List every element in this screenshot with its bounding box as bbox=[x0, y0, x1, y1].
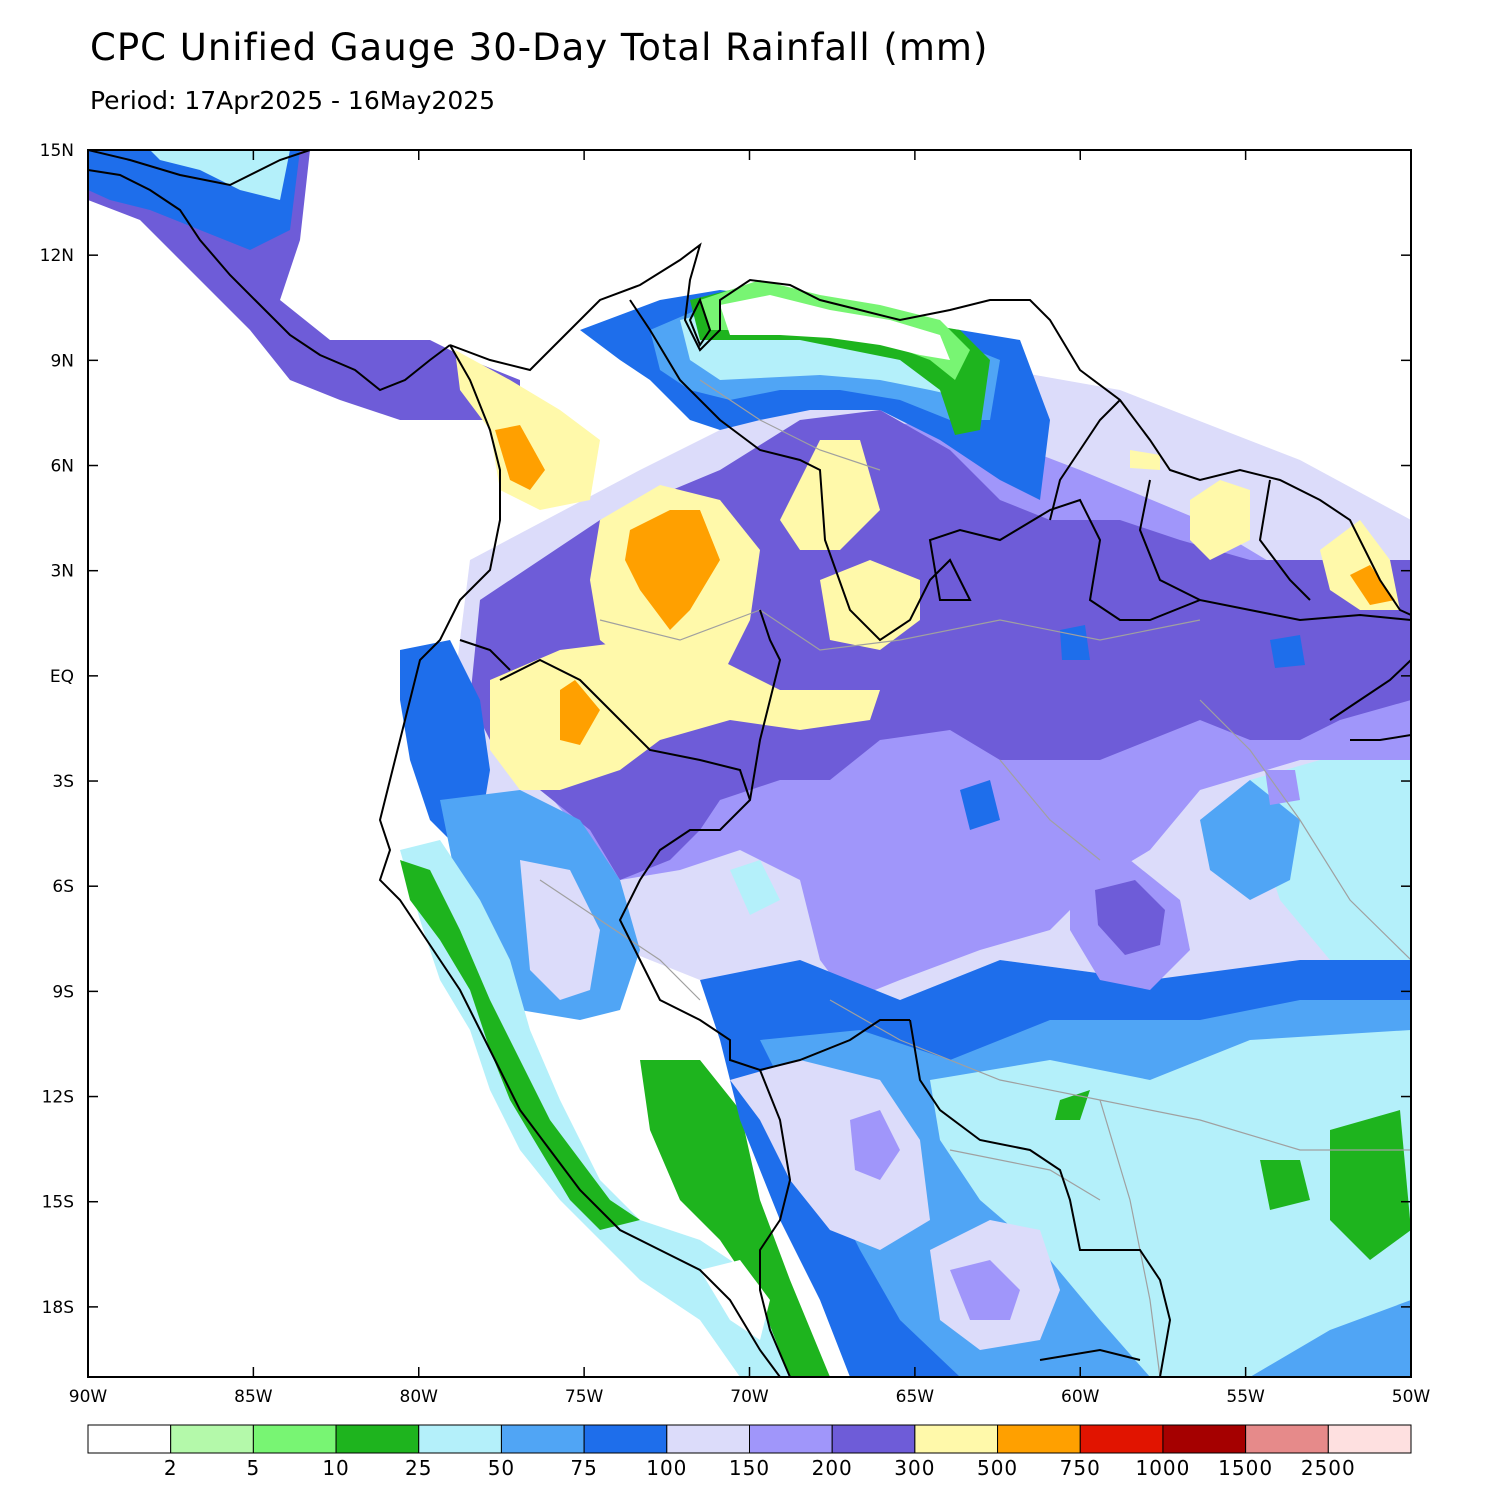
colorbar-swatch bbox=[997, 1424, 1081, 1454]
lat-tick-label: 18S bbox=[42, 1298, 74, 1318]
lat-tick-label: 6N bbox=[50, 457, 74, 477]
lon-tick-label: 50W bbox=[1392, 1387, 1431, 1407]
rain-zone-bolivia-150 bbox=[730, 1060, 930, 1250]
rain-zone-east-300 bbox=[1095, 880, 1165, 955]
rain-zone-small-50a bbox=[730, 860, 780, 915]
colorbar-swatch bbox=[583, 1424, 668, 1454]
colorbar-swatch bbox=[914, 1424, 999, 1454]
colorbar-label: 500 bbox=[977, 1456, 1018, 1480]
rain-zone-southeast-50 bbox=[1250, 760, 1411, 960]
rain-zone-andes-50 bbox=[400, 840, 820, 1377]
rain-zone-750-choco bbox=[495, 425, 545, 490]
lat-tick-label: 3N bbox=[50, 562, 74, 582]
rain-zone-andes-25 bbox=[400, 860, 640, 1230]
coastlines bbox=[88, 150, 1411, 1377]
colorbar-swatch bbox=[252, 1424, 337, 1454]
rain-zone-750-amazon bbox=[560, 680, 600, 745]
rain-zone-andes-150 bbox=[520, 860, 600, 1000]
rain-zone-dry-north bbox=[720, 295, 950, 360]
rainfall-field bbox=[88, 150, 1411, 1377]
lon-tick-label: 90W bbox=[69, 1387, 108, 1407]
colorbar-label: 10 bbox=[322, 1456, 349, 1480]
longitude-axis: 90W 85W 80W 75W 70W 65W 60W 55W 50W bbox=[69, 150, 1431, 1407]
colorbar-swatch bbox=[1245, 1424, 1329, 1454]
colorbar: 2 5 10 25 50 75 100 150 200 300 500 750 1000 1500 2500 bbox=[87, 1424, 1412, 1480]
latitude-axis: 15N 12N 9N 6N 3N EQ 3S 6S 9S 12S 15S 18S bbox=[40, 141, 1411, 1318]
colorbar-label: 1500 bbox=[1218, 1456, 1273, 1480]
lat-tick-label: 6S bbox=[52, 877, 74, 897]
colorbar-swatch bbox=[500, 1424, 585, 1454]
colorbar-label: 25 bbox=[405, 1456, 432, 1480]
colorbar-swatch bbox=[418, 1424, 502, 1454]
rain-zone-ca-50 bbox=[150, 150, 290, 200]
rain-zone-small-75c bbox=[1270, 635, 1305, 668]
lon-tick-label: 60W bbox=[1061, 1387, 1100, 1407]
rain-zone-south-200 bbox=[950, 1260, 1020, 1320]
lat-tick-label: 3S bbox=[52, 772, 74, 792]
rain-zone-500-west bbox=[455, 350, 600, 510]
lat-tick-label: 9S bbox=[52, 982, 74, 1002]
colorbar-label: 2500 bbox=[1301, 1456, 1356, 1480]
lat-tick-label: 15N bbox=[40, 141, 74, 161]
map-title: CPC Unified Gauge 30-Day Total Rainfall … bbox=[90, 26, 989, 69]
colorbar-swatch bbox=[831, 1424, 916, 1454]
rain-zone-small-75b bbox=[1060, 625, 1090, 660]
lat-tick-label: 12N bbox=[40, 246, 74, 266]
colorbar-swatch bbox=[170, 1424, 254, 1454]
rain-zone-brazil-25b bbox=[1260, 1160, 1310, 1210]
rain-zone-500-amazon bbox=[490, 640, 880, 790]
rain-zone-southeast-75 bbox=[1200, 780, 1300, 900]
lat-tick-label: 9N bbox=[50, 351, 74, 371]
colorbar-label: 100 bbox=[646, 1456, 687, 1480]
lat-tick-label: EQ bbox=[50, 667, 74, 687]
rain-zone-500-north-vz bbox=[780, 440, 880, 550]
colorbar-label: 2 bbox=[164, 1456, 178, 1480]
map-subtitle: Period: 17Apr2025 - 16May2025 bbox=[90, 86, 496, 115]
colorbar-label: 50 bbox=[488, 1456, 515, 1480]
colorbar-label: 150 bbox=[729, 1456, 770, 1480]
rain-zone-peru-dry bbox=[700, 1260, 770, 1340]
lon-tick-label: 70W bbox=[730, 1387, 769, 1407]
colorbar-swatch bbox=[87, 1424, 172, 1454]
colorbar-swatch bbox=[1327, 1424, 1412, 1454]
lon-tick-label: 80W bbox=[400, 1387, 439, 1407]
colorbar-label: 75 bbox=[570, 1456, 597, 1480]
colorbar-swatch bbox=[666, 1424, 750, 1454]
rain-zone-andes-25b bbox=[640, 1060, 830, 1377]
colorbar-label: 300 bbox=[894, 1456, 935, 1480]
rain-zone-500-orinoco bbox=[820, 560, 920, 650]
rain-zone-500-guyana bbox=[1190, 480, 1250, 560]
colorbar-swatch bbox=[749, 1424, 833, 1454]
colorbar-label: 5 bbox=[247, 1456, 261, 1480]
colorbar-swatch bbox=[335, 1424, 420, 1454]
colorbar-label: 1000 bbox=[1135, 1456, 1190, 1480]
rain-zone-500-venezuela-coast bbox=[1130, 450, 1160, 470]
lon-tick-label: 85W bbox=[234, 1387, 273, 1407]
rain-zone-brazil-25c bbox=[1055, 1090, 1090, 1120]
colorbar-swatch bbox=[1162, 1424, 1247, 1454]
lon-tick-label: 75W bbox=[565, 1387, 604, 1407]
rain-zone-brazil-25a bbox=[1330, 1110, 1411, 1260]
rain-zone-small-200a bbox=[1265, 770, 1300, 805]
lon-tick-label: 65W bbox=[896, 1387, 935, 1407]
rain-zone-bolivia-200 bbox=[850, 1110, 900, 1180]
lat-tick-label: 12S bbox=[42, 1088, 74, 1108]
colorbar-label: 200 bbox=[812, 1456, 853, 1480]
rain-zone-small-75a bbox=[960, 780, 1000, 830]
rain-zone-750-guiana bbox=[1350, 565, 1395, 605]
rain-zone-brazil-50 bbox=[930, 1030, 1411, 1377]
lat-tick-label: 15S bbox=[42, 1193, 74, 1213]
colorbar-swatch bbox=[1079, 1424, 1164, 1454]
lon-tick-label: 55W bbox=[1226, 1387, 1265, 1407]
rain-zone-750-central bbox=[625, 510, 720, 630]
colorbar-label: 750 bbox=[1060, 1456, 1101, 1480]
